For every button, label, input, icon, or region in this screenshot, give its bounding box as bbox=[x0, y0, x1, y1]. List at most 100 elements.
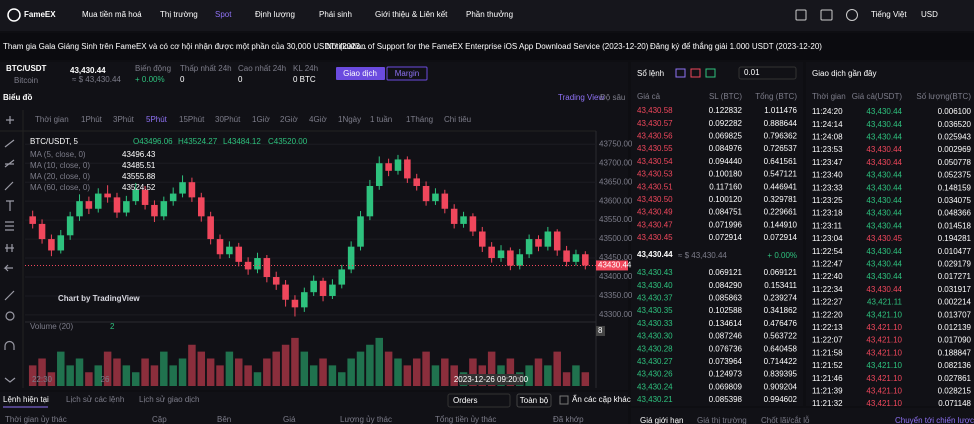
orders-filter[interactable]: Orders bbox=[453, 396, 477, 405]
orders-tab[interactable]: Lệnh hiện tại bbox=[3, 395, 49, 404]
trade-tab[interactable]: Chuyển tới chiến lược bbox=[895, 416, 974, 424]
nav-item[interactable]: Thị trường bbox=[160, 10, 198, 19]
x-tick-label: 22:30 bbox=[32, 375, 53, 384]
announcement[interactable]: Tham gia Gala Giáng Sinh trên FameEX và … bbox=[3, 42, 367, 51]
margin-button[interactable] bbox=[386, 66, 428, 81]
all-button[interactable] bbox=[516, 393, 552, 408]
trade-amount: 0.028215 bbox=[938, 387, 972, 396]
asks-cell: 0.547121 bbox=[764, 170, 798, 179]
candle-body bbox=[479, 231, 486, 247]
hide-label[interactable]: Ẩn các cặp khác bbox=[572, 395, 631, 404]
nav-item[interactable]: Phái sinh bbox=[319, 10, 352, 19]
announcement[interactable]: Notification of Support for the FameEX E… bbox=[326, 42, 649, 51]
nav-item[interactable]: Giới thiệu & Liên kết bbox=[375, 10, 448, 19]
announcement[interactable]: Đăng ký để thắng giải 1.000 USDT (2023-1… bbox=[650, 42, 822, 51]
interval[interactable]: 4Giờ bbox=[309, 115, 327, 124]
drawing-tools[interactable] bbox=[3, 116, 16, 383]
interval[interactable]: Chi tiêu bbox=[444, 115, 471, 124]
orders-select[interactable] bbox=[447, 393, 511, 408]
orderbook-mode-icons[interactable] bbox=[675, 68, 716, 78]
trade-time: 11:21:52 bbox=[812, 361, 843, 370]
user-icon[interactable] bbox=[846, 9, 858, 21]
chart-panel-title: Biểu đồ bbox=[3, 93, 32, 102]
candle-body bbox=[179, 182, 186, 194]
view-tab[interactable]: Độ sâu bbox=[600, 93, 625, 102]
interval[interactable]: 1Ngày bbox=[338, 115, 361, 124]
asks-cell: 43,430.50 bbox=[637, 195, 673, 204]
trade-tab[interactable]: Chốt lãi/cắt lỗ bbox=[761, 416, 810, 424]
y-tick-label: 43700.00 bbox=[599, 158, 633, 167]
candle-body bbox=[291, 299, 299, 308]
view-tab[interactable]: Trading View bbox=[558, 93, 604, 102]
orders-column: Đã khớp bbox=[553, 415, 584, 424]
language[interactable]: Tiếng Việt bbox=[871, 10, 907, 19]
candle-body bbox=[544, 231, 552, 247]
trade-tab[interactable]: Giá thị trường bbox=[697, 416, 747, 424]
volume-bar bbox=[206, 358, 215, 386]
candle-body bbox=[507, 250, 514, 266]
interval[interactable]: 3Phút bbox=[113, 115, 135, 124]
volume-last: 2 bbox=[110, 322, 115, 331]
bids-cell: 0.124973 bbox=[709, 370, 743, 379]
interval[interactable]: Thời gian bbox=[35, 115, 69, 124]
chart-title: BTC/USDT, 5 bbox=[30, 137, 79, 146]
margin-button-label[interactable]: Margin bbox=[395, 69, 419, 78]
orders-column: Lượng ủy thác bbox=[340, 415, 392, 424]
trade-button[interactable] bbox=[336, 67, 385, 80]
precision-select[interactable] bbox=[738, 66, 797, 80]
logo-icon bbox=[7, 8, 21, 22]
all-label[interactable]: Toàn bộ bbox=[520, 396, 549, 405]
candle-body bbox=[263, 258, 271, 278]
orders-icon[interactable] bbox=[795, 9, 807, 21]
interval[interactable]: 1 tuần bbox=[370, 115, 392, 124]
orders-tab[interactable]: Lịch sử các lệnh bbox=[66, 395, 124, 404]
y-tick-label: 43350.00 bbox=[599, 291, 633, 300]
y-tick-label: 43300.00 bbox=[599, 310, 633, 319]
interval[interactable]: 2Giờ bbox=[280, 115, 298, 124]
orders-tab[interactable]: Lịch sử giao dịch bbox=[139, 395, 200, 404]
wallet-icon[interactable] bbox=[820, 9, 833, 21]
candle-body bbox=[422, 185, 430, 202]
interval[interactable]: 5Phút bbox=[146, 115, 168, 124]
candle-body bbox=[169, 193, 177, 202]
nav-item[interactable]: Phần thưởng bbox=[466, 10, 513, 19]
candle-body bbox=[432, 193, 439, 202]
candle-body bbox=[441, 193, 449, 209]
trades-column: Thời gian bbox=[812, 92, 846, 101]
trade-time: 11:22:07 bbox=[812, 336, 843, 345]
trade-price: 43,430.45 bbox=[866, 234, 902, 243]
volume-bar bbox=[122, 365, 131, 386]
trade-amount: 0.012139 bbox=[938, 323, 972, 332]
trade-time: 11:22:20 bbox=[812, 310, 843, 319]
trade-button-label[interactable]: Giao dịch bbox=[343, 69, 377, 78]
nav-item[interactable]: Mua tiền mã hoá bbox=[82, 10, 142, 19]
trade-tab[interactable]: Giá giới hạn bbox=[640, 416, 684, 424]
candle-body bbox=[113, 197, 121, 213]
interval[interactable]: 30Phút bbox=[215, 115, 241, 124]
bids-cell: 0.069121 bbox=[709, 268, 743, 277]
volume-bar bbox=[113, 358, 121, 386]
nav-item[interactable]: Spot bbox=[215, 10, 232, 19]
volume-bar bbox=[263, 358, 271, 386]
nav-item[interactable]: Định lượng bbox=[255, 10, 295, 19]
trade-time: 11:22:47 bbox=[812, 260, 843, 269]
volume-bar bbox=[506, 358, 515, 386]
hide-checkbox[interactable] bbox=[559, 395, 569, 405]
interval[interactable]: 1Phút bbox=[81, 115, 103, 124]
candle-body bbox=[310, 280, 317, 293]
currency[interactable]: USD bbox=[921, 10, 938, 19]
stat-label: Biến động bbox=[135, 64, 171, 73]
trade-time: 11:23:33 bbox=[812, 183, 843, 192]
interval[interactable]: 15Phút bbox=[179, 115, 205, 124]
volume-bar bbox=[225, 351, 234, 386]
trade-time: 11:24:14 bbox=[812, 120, 843, 129]
candle-body bbox=[57, 235, 65, 251]
y-tick-label: 43750.00 bbox=[599, 139, 633, 148]
pair[interactable]: BTC/USDT bbox=[6, 64, 47, 73]
interval[interactable]: 1Giờ bbox=[252, 115, 270, 124]
asks-cell: 0.726537 bbox=[764, 144, 798, 153]
asks-cell: 0.888644 bbox=[764, 119, 798, 128]
trade-price: 43,421.10 bbox=[866, 374, 902, 383]
interval[interactable]: 1Tháng bbox=[406, 115, 433, 124]
